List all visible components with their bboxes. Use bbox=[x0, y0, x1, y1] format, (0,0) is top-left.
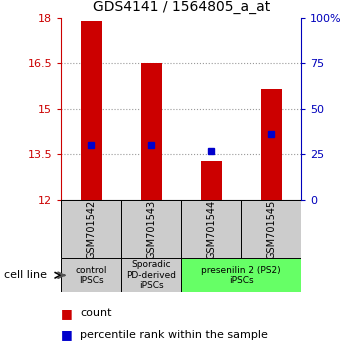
Text: ■: ■ bbox=[61, 307, 73, 320]
Bar bbox=[260, 89, 281, 200]
Bar bbox=[241, 200, 301, 258]
Bar bbox=[181, 258, 301, 292]
Text: percentile rank within the sample: percentile rank within the sample bbox=[80, 330, 268, 339]
Text: ■: ■ bbox=[61, 328, 73, 341]
Text: presenilin 2 (PS2)
iPSCs: presenilin 2 (PS2) iPSCs bbox=[201, 266, 281, 285]
Text: GSM701542: GSM701542 bbox=[86, 200, 96, 259]
Bar bbox=[121, 258, 181, 292]
Bar bbox=[181, 200, 241, 258]
Text: count: count bbox=[80, 308, 112, 318]
Text: GSM701544: GSM701544 bbox=[206, 200, 216, 259]
Title: GDS4141 / 1564805_a_at: GDS4141 / 1564805_a_at bbox=[92, 0, 270, 14]
Bar bbox=[81, 21, 102, 200]
Bar bbox=[201, 160, 222, 200]
Bar bbox=[61, 200, 121, 258]
Text: control
IPSCs: control IPSCs bbox=[76, 266, 107, 285]
Text: cell line: cell line bbox=[4, 270, 47, 280]
Bar bbox=[121, 200, 181, 258]
Bar bbox=[141, 63, 162, 200]
Bar bbox=[61, 258, 121, 292]
Text: GSM701545: GSM701545 bbox=[266, 200, 276, 259]
Text: GSM701543: GSM701543 bbox=[146, 200, 156, 259]
Text: Sporadic
PD-derived
iPSCs: Sporadic PD-derived iPSCs bbox=[126, 260, 176, 290]
